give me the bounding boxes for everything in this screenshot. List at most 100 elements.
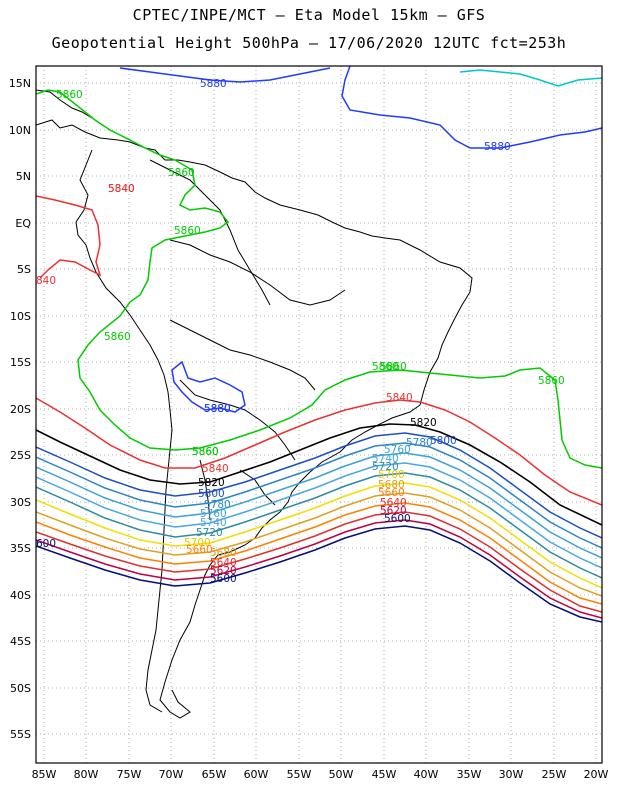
contour-label: 5860 xyxy=(104,331,131,343)
contour-label: 600 xyxy=(36,538,56,550)
lat-tick: 10N xyxy=(9,124,31,137)
map-title: CPTEC/INPE/MCT – Eta Model 15km – GFS xyxy=(132,6,486,24)
lon-tick: 85W xyxy=(32,768,57,781)
contour-5780 xyxy=(36,442,602,549)
lat-tick: 30S xyxy=(10,496,31,509)
graticule xyxy=(36,66,602,763)
contour-5640 xyxy=(36,511,602,613)
lon-tick: 60W xyxy=(244,768,269,781)
contour-label: 5880 xyxy=(204,403,231,415)
contour-label: 5820 xyxy=(410,417,437,429)
lat-tick: 5S xyxy=(17,263,31,276)
lon-tick: 25W xyxy=(542,768,567,781)
contour-5600 xyxy=(36,525,602,623)
contour-label: 5880 xyxy=(200,78,227,90)
contour-label: 5620 xyxy=(210,565,237,577)
lat-tick: 45S xyxy=(10,635,31,648)
contour-5840-nw xyxy=(36,195,102,279)
contour-5880-ne xyxy=(341,66,602,149)
contour-label: 5880 xyxy=(204,403,231,415)
lat-tick: 20S xyxy=(10,403,31,416)
contour-label: 5740 xyxy=(200,517,227,529)
contour-label: 5720 xyxy=(372,461,399,473)
lon-tick: 75W xyxy=(117,768,142,781)
contour-label: 5660 xyxy=(186,544,213,556)
contour-label: 5760 xyxy=(384,444,411,456)
contour-5800 xyxy=(36,432,602,539)
contour-labels: 5880 5860 5840 5860 5860 840 5880 5860 5… xyxy=(36,78,565,585)
lat-tick: EQ xyxy=(15,217,31,230)
lat-tick: 15N xyxy=(9,77,31,90)
contour-5900 xyxy=(459,69,602,87)
contour-label: 5840 xyxy=(108,183,135,195)
lon-tick: 80W xyxy=(74,768,99,781)
contour-label: 5620 xyxy=(380,505,407,517)
lat-tick: 50S xyxy=(10,682,31,695)
contour-label: 5600 xyxy=(210,573,237,585)
contour-5620 xyxy=(36,519,602,619)
lat-tick: 15S xyxy=(10,356,31,369)
contour-label: 5600 xyxy=(384,513,411,525)
lat-tick: 55S xyxy=(10,728,31,741)
contour-label: 5700 xyxy=(378,469,405,481)
contour-label: 5780 xyxy=(204,499,231,511)
contour-5740 xyxy=(36,462,602,569)
contour-label: 5860 xyxy=(192,446,219,458)
contour-5880-bolivia xyxy=(171,360,246,413)
lon-tick: 65W xyxy=(202,768,227,781)
contour-5760 xyxy=(36,452,602,559)
map-frame xyxy=(35,65,603,764)
contour-label: 5880 xyxy=(484,141,511,153)
contour-band-south xyxy=(36,432,602,623)
contour-5680 xyxy=(36,492,602,597)
lat-tick: 10S xyxy=(10,310,31,323)
contour-label: 5860 xyxy=(380,361,407,373)
contour-5840-main xyxy=(36,397,602,506)
contour-5660 xyxy=(36,502,602,605)
contour-label: 5780 xyxy=(406,437,433,449)
lon-tick: 70W xyxy=(159,768,184,781)
contour-label: 5800 xyxy=(198,488,225,500)
lat-tick: 25S xyxy=(10,449,31,462)
lon-tick: 20W xyxy=(584,768,609,781)
contour-5700 xyxy=(36,482,602,589)
contour-5820 xyxy=(36,423,602,526)
contour-label: 5680 xyxy=(210,547,237,559)
lon-tick: 30W xyxy=(499,768,524,781)
contour-label: 5720 xyxy=(196,527,223,539)
map-subtitle: Geopotential Height 500hPa – 17/06/2020 … xyxy=(51,34,567,52)
contour-label: 5840 xyxy=(108,183,135,195)
lat-axis: 15N 10N 5N EQ 5S 10S 15S 20S 25S 30S 35S… xyxy=(9,77,32,741)
contour-5880-north xyxy=(119,67,331,83)
lon-tick: 45W xyxy=(372,768,397,781)
contour-label: 5740 xyxy=(372,453,399,465)
lat-tick: 5N xyxy=(16,170,31,183)
contour-label: 5840 xyxy=(202,463,229,475)
lon-axis: 85W 80W 75W 70W 65W 60W 55W 50W 45W 40W … xyxy=(32,768,609,781)
contour-label: 5680 xyxy=(378,479,405,491)
lat-tick: 35S xyxy=(10,542,31,555)
contour-label: 5860 xyxy=(56,89,83,101)
contour-label: 5860 xyxy=(174,225,201,237)
contour-label: 5640 xyxy=(210,557,237,569)
contour-label: 5860 xyxy=(168,167,195,179)
contour-5720 xyxy=(36,472,602,579)
contour-5860-north xyxy=(36,89,602,469)
map-frame-bg xyxy=(36,66,602,763)
contour-label: 5660 xyxy=(378,487,405,499)
coastlines xyxy=(36,89,473,719)
contour-label: 5820 xyxy=(198,477,225,489)
lon-tick: 50W xyxy=(329,768,354,781)
lon-tick: 40W xyxy=(414,768,439,781)
contour-label: 5800 xyxy=(430,435,457,447)
lat-tick: 40S xyxy=(10,589,31,602)
contour-label: 5640 xyxy=(380,497,407,509)
contour-label: 5860 xyxy=(192,446,219,458)
contour-label: 840 xyxy=(36,275,56,287)
contour-label: 5700 xyxy=(184,537,211,549)
contour-label: 5840 xyxy=(386,392,413,404)
contour-label: 5860 xyxy=(538,375,565,387)
lon-tick: 55W xyxy=(287,768,312,781)
contour-label: 5760 xyxy=(200,508,227,520)
